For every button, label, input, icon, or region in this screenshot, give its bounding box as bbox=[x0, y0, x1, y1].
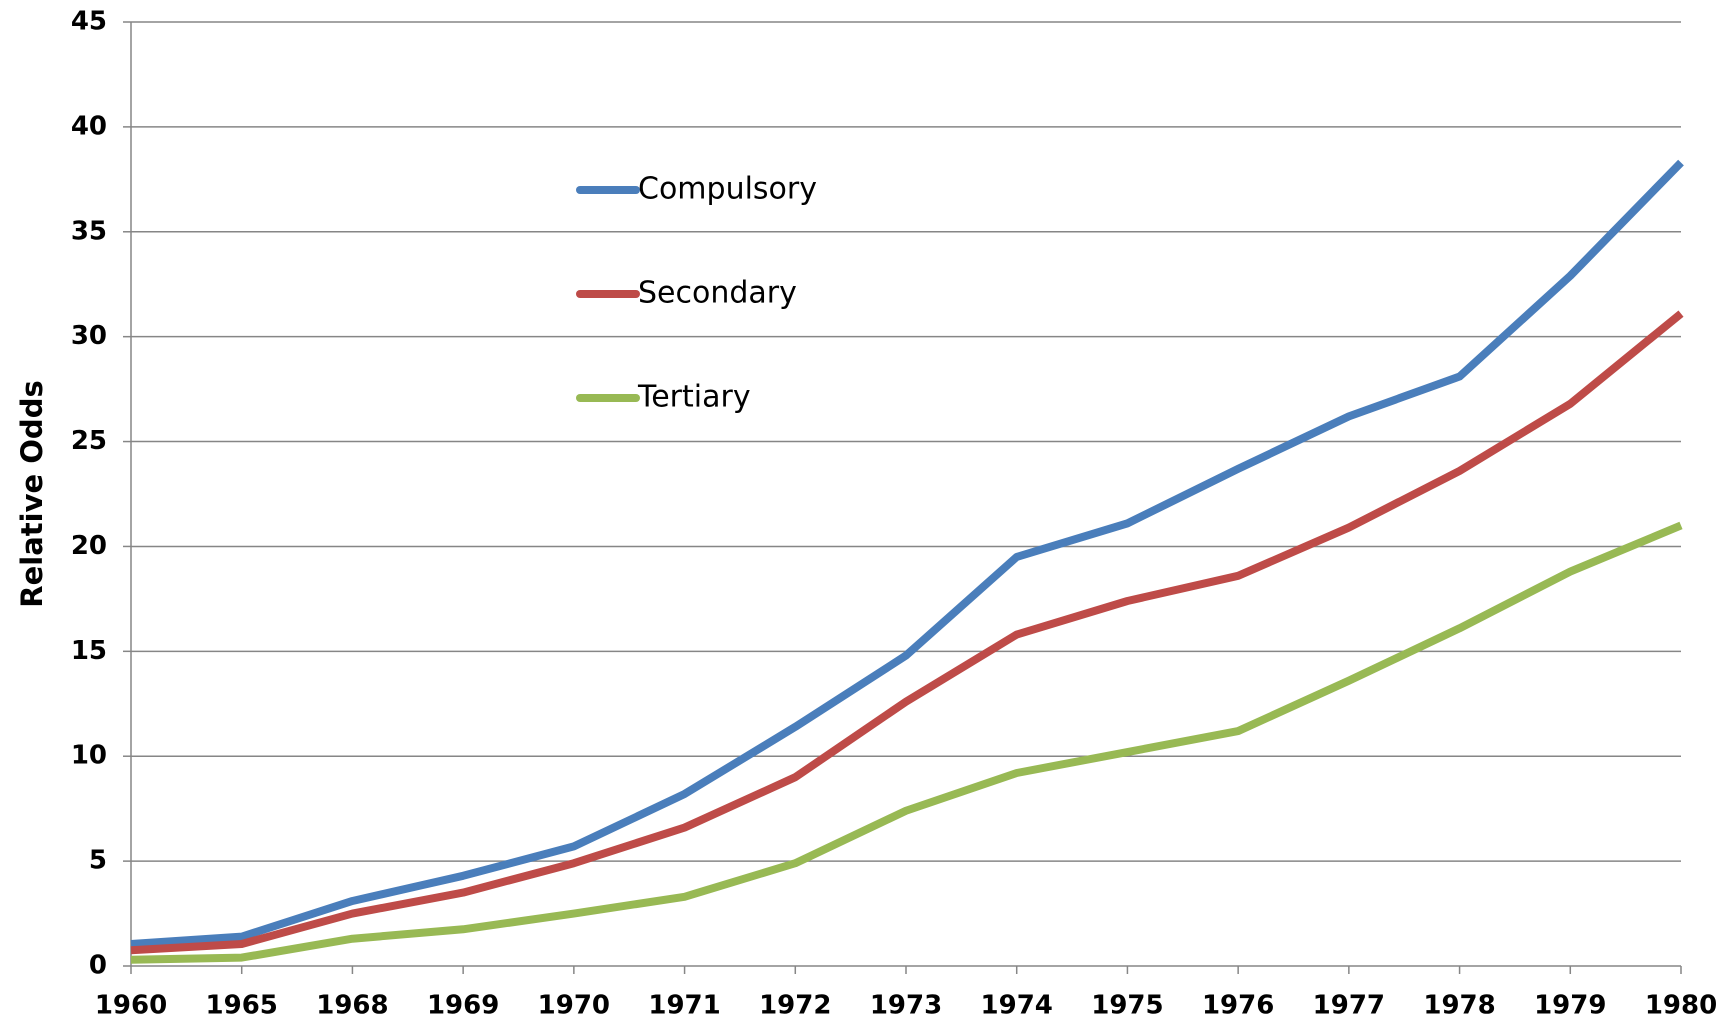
x-tick-label: 1973 bbox=[870, 991, 942, 1014]
y-tick-label: 25 bbox=[71, 426, 107, 456]
x-tick-label: 1975 bbox=[1091, 991, 1163, 1014]
x-tick-label: 1965 bbox=[206, 991, 278, 1014]
x-tick-label: 1980 bbox=[1645, 991, 1717, 1014]
y-tick-label: 30 bbox=[71, 321, 107, 351]
y-tick-label: 0 bbox=[89, 951, 107, 981]
y-tick-label: 5 bbox=[89, 846, 107, 876]
y-tick-label: 40 bbox=[71, 111, 107, 141]
y-tick-label: 15 bbox=[71, 636, 107, 666]
series-line bbox=[130, 521, 1683, 964]
y-tick-label: 20 bbox=[71, 531, 107, 561]
x-tick-label: 1976 bbox=[1202, 991, 1274, 1014]
x-tick-label: 1978 bbox=[1423, 991, 1495, 1014]
y-tick-label: 35 bbox=[71, 216, 107, 246]
x-tick-label: 1968 bbox=[316, 991, 388, 1014]
series-line bbox=[130, 159, 1684, 948]
y-axis-label: Relative Odds bbox=[15, 380, 49, 607]
series-line bbox=[130, 310, 1684, 955]
y-tick-label: 45 bbox=[71, 7, 107, 37]
x-tick-label: 1974 bbox=[981, 991, 1053, 1014]
legend-label: Compulsory bbox=[638, 172, 817, 207]
y-tick-label: 10 bbox=[71, 741, 107, 771]
x-tick-label: 1970 bbox=[538, 991, 610, 1014]
x-tick-label: 1971 bbox=[648, 991, 720, 1014]
x-tick-label: 1969 bbox=[427, 991, 499, 1014]
legend-label: Secondary bbox=[638, 276, 797, 311]
x-tick-label: 1960 bbox=[95, 991, 167, 1014]
x-tick-label: 1972 bbox=[759, 991, 831, 1014]
x-tick-label: 1979 bbox=[1534, 991, 1606, 1014]
x-tick-label: 1977 bbox=[1313, 991, 1385, 1014]
legend-label: Tertiary bbox=[637, 380, 751, 415]
